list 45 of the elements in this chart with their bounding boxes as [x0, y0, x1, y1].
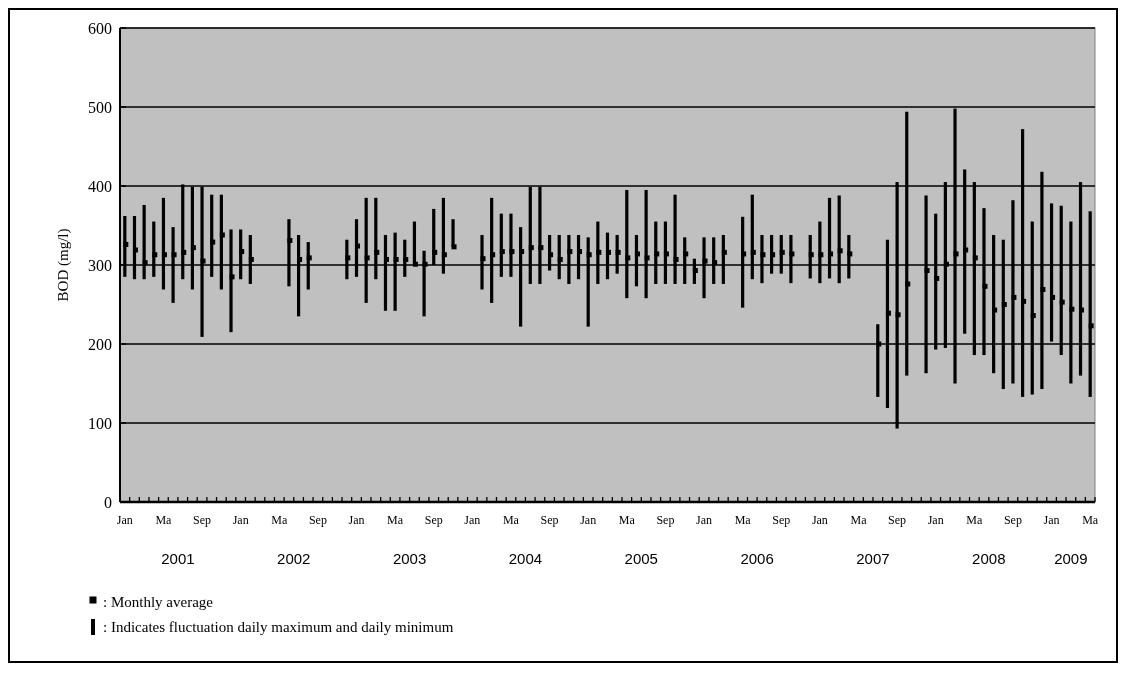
x-tick-label: Sep — [772, 513, 791, 527]
text: 2003 — [392, 550, 427, 567]
text: 2009 — [1054, 550, 1088, 567]
x-tick-label: Ma — [387, 513, 404, 527]
x-tick-label: Ma — [734, 513, 752, 527]
x-tick-label: Sep — [424, 513, 443, 527]
x-tick-label: Jan — [927, 513, 944, 527]
x-tick-label: Ma — [618, 513, 636, 527]
x-tick-label: Jan — [580, 513, 597, 527]
x-tick-label: Sep — [1003, 513, 1022, 527]
x-tick-label: Ma — [271, 513, 288, 527]
text: 2008 — [972, 550, 1006, 567]
text: 2005 — [624, 550, 658, 567]
x-tick-label: Jan — [232, 513, 249, 527]
text: 2006 — [740, 550, 774, 567]
x-tick-label: Sep — [888, 513, 907, 527]
y-tick-label: 500 — [88, 98, 112, 116]
y-tick-label: 600 — [88, 19, 112, 37]
text: 2001 — [161, 550, 195, 567]
x-tick-label: Jan — [811, 513, 828, 527]
x-tick-label: Sep — [193, 513, 212, 527]
legend-label: : Monthly average — [103, 593, 214, 610]
legend-label: : Indicates fluctuation daily maximum and daily minimum — [103, 618, 454, 635]
y-tick-label: 100 — [88, 414, 112, 432]
x-tick-label: Jan — [464, 513, 481, 527]
x-tick-label: Jan — [348, 513, 365, 527]
y-tick-label: 200 — [88, 335, 112, 353]
x-tick-label: Ma — [1082, 513, 1099, 527]
x-tick-label: Sep — [540, 513, 559, 527]
x-tick-label: Jan — [1043, 513, 1060, 527]
y-tick-label: 400 — [88, 177, 112, 195]
text: 2002 — [277, 550, 311, 567]
x-tick-label: Ma — [966, 513, 983, 527]
x-tick-label: Sep — [656, 513, 675, 527]
x-tick-label: Ma — [850, 513, 868, 527]
x-tick-label: Ma — [502, 513, 520, 527]
x-tick-label: Sep — [308, 513, 327, 527]
text: 2007 — [856, 550, 890, 567]
x-tick-label: Jan — [696, 513, 713, 527]
y-tick-label: 0 — [104, 493, 112, 511]
y-axis-title: BOD (mg/l) — [55, 228, 72, 302]
text: 2004 — [508, 550, 543, 567]
y-tick-label: 300 — [88, 256, 112, 274]
x-tick-label: Ma — [155, 513, 173, 527]
x-tick-label: Jan — [116, 513, 133, 527]
